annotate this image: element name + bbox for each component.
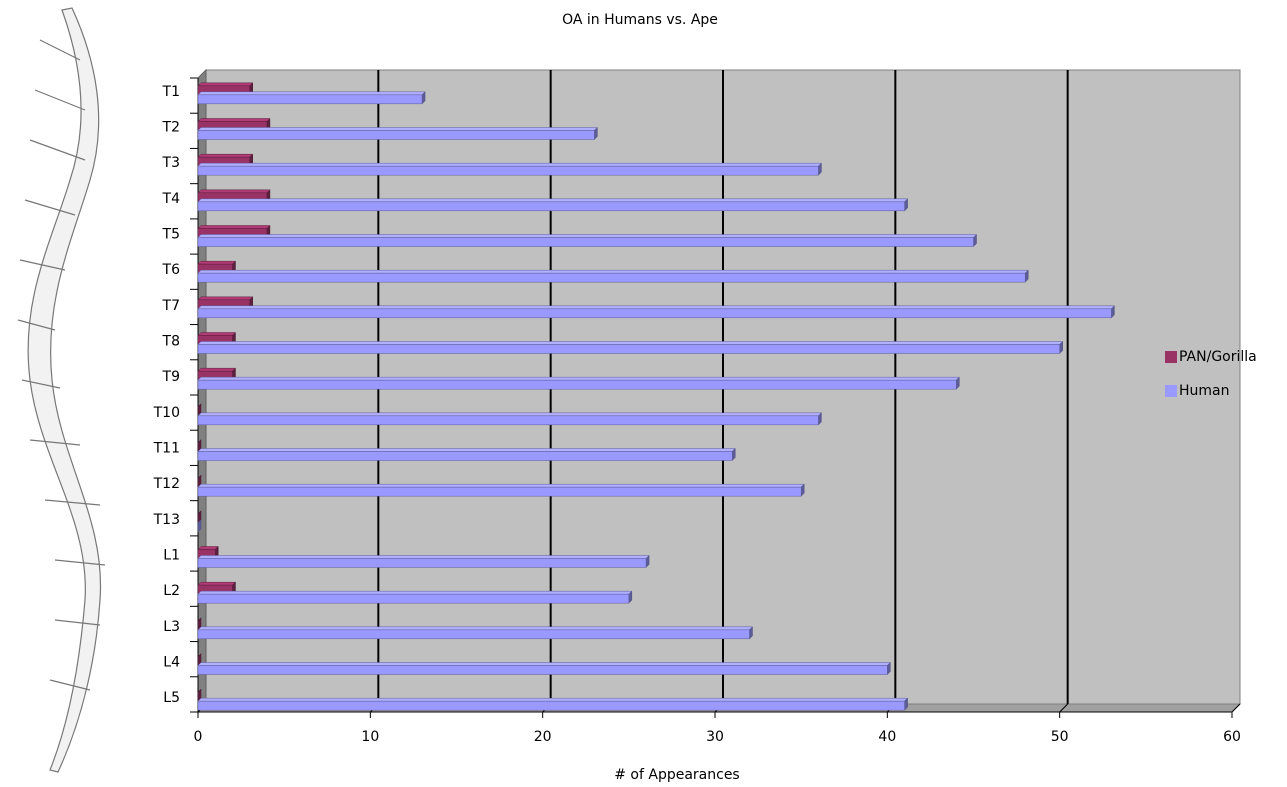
bar-top <box>197 448 736 452</box>
bar-top <box>197 332 237 336</box>
bar <box>197 344 1060 354</box>
bar <box>197 165 819 176</box>
bar <box>197 272 1026 283</box>
bar <box>197 237 974 247</box>
bar <box>197 379 957 390</box>
x-axis-label: # of Appearances <box>614 767 739 783</box>
x-tick-label: 40 <box>878 729 896 745</box>
bar <box>197 486 802 497</box>
bar <box>197 94 423 105</box>
bar-top <box>197 483 805 488</box>
x-tick-label: 10 <box>361 729 379 745</box>
x-tick-label: 30 <box>706 729 724 745</box>
grid-line-floor <box>1059 703 1069 713</box>
bar-top <box>197 341 1064 345</box>
y-tick-label: T9 <box>162 369 180 385</box>
y-tick-label: T2 <box>162 120 180 136</box>
bar-top <box>197 296 254 301</box>
bar-top <box>197 590 633 595</box>
bar-top <box>197 555 650 559</box>
bar-top <box>197 234 978 238</box>
bar-top <box>197 153 254 158</box>
bar-top <box>197 162 823 167</box>
bar-top <box>197 91 426 96</box>
y-tick-label: T7 <box>162 298 180 314</box>
chart-title: OA in Humans vs. Ape <box>562 12 718 28</box>
bar <box>197 201 905 212</box>
bar-top <box>197 269 1029 274</box>
grid-line-floor <box>1231 703 1241 713</box>
bar <box>197 558 647 568</box>
bar <box>197 415 819 426</box>
bar-top <box>197 260 237 265</box>
bar-top <box>197 198 909 203</box>
y-tick-label: L1 <box>163 548 180 564</box>
bar <box>197 451 733 461</box>
y-tick-label: T6 <box>162 262 181 278</box>
bar-top <box>197 305 1115 310</box>
bar-side <box>197 519 202 533</box>
legend-swatch <box>1165 351 1177 363</box>
x-tick-label: 50 <box>1051 729 1069 745</box>
bar <box>197 308 1112 319</box>
y-tick-label: L5 <box>163 690 180 706</box>
spine-illustration <box>17 7 106 773</box>
y-tick-label: T3 <box>162 155 180 171</box>
x-tick-label: 60 <box>1223 729 1241 745</box>
bar-top <box>197 225 271 229</box>
bar-top <box>197 626 754 631</box>
bar-top <box>197 189 271 194</box>
legend-label: Human <box>1179 383 1230 399</box>
bar-top <box>197 546 219 550</box>
bar-top <box>197 82 254 87</box>
bar <box>197 593 630 604</box>
y-tick-label: T11 <box>153 441 180 457</box>
x-tick-label: 20 <box>534 729 552 745</box>
bar-top <box>197 376 960 381</box>
y-tick-label: T13 <box>153 512 180 528</box>
bar-top <box>197 367 237 372</box>
y-tick-label: T5 <box>162 227 180 243</box>
bar-top <box>197 581 237 586</box>
bar-top <box>197 697 909 702</box>
y-tick-label: T12 <box>153 476 180 492</box>
bar <box>197 665 888 675</box>
y-tick-label: L4 <box>163 655 180 671</box>
y-tick-label: L2 <box>163 583 180 599</box>
bar-top <box>197 127 598 131</box>
bar <box>197 629 750 640</box>
y-tick-label: T4 <box>162 191 181 207</box>
bar-top <box>197 412 823 417</box>
bar <box>197 130 595 140</box>
bar-top <box>197 118 271 122</box>
legend-label: PAN/Gorilla <box>1179 349 1257 365</box>
x-tick-label: 0 <box>194 729 203 745</box>
bar-top <box>197 662 891 666</box>
y-tick-label: T8 <box>162 334 180 350</box>
y-tick-label: T10 <box>153 405 180 421</box>
y-tick-label: L3 <box>163 619 180 635</box>
y-tick-label: T1 <box>162 84 180 100</box>
bar <box>197 700 905 711</box>
legend-swatch <box>1165 385 1177 397</box>
